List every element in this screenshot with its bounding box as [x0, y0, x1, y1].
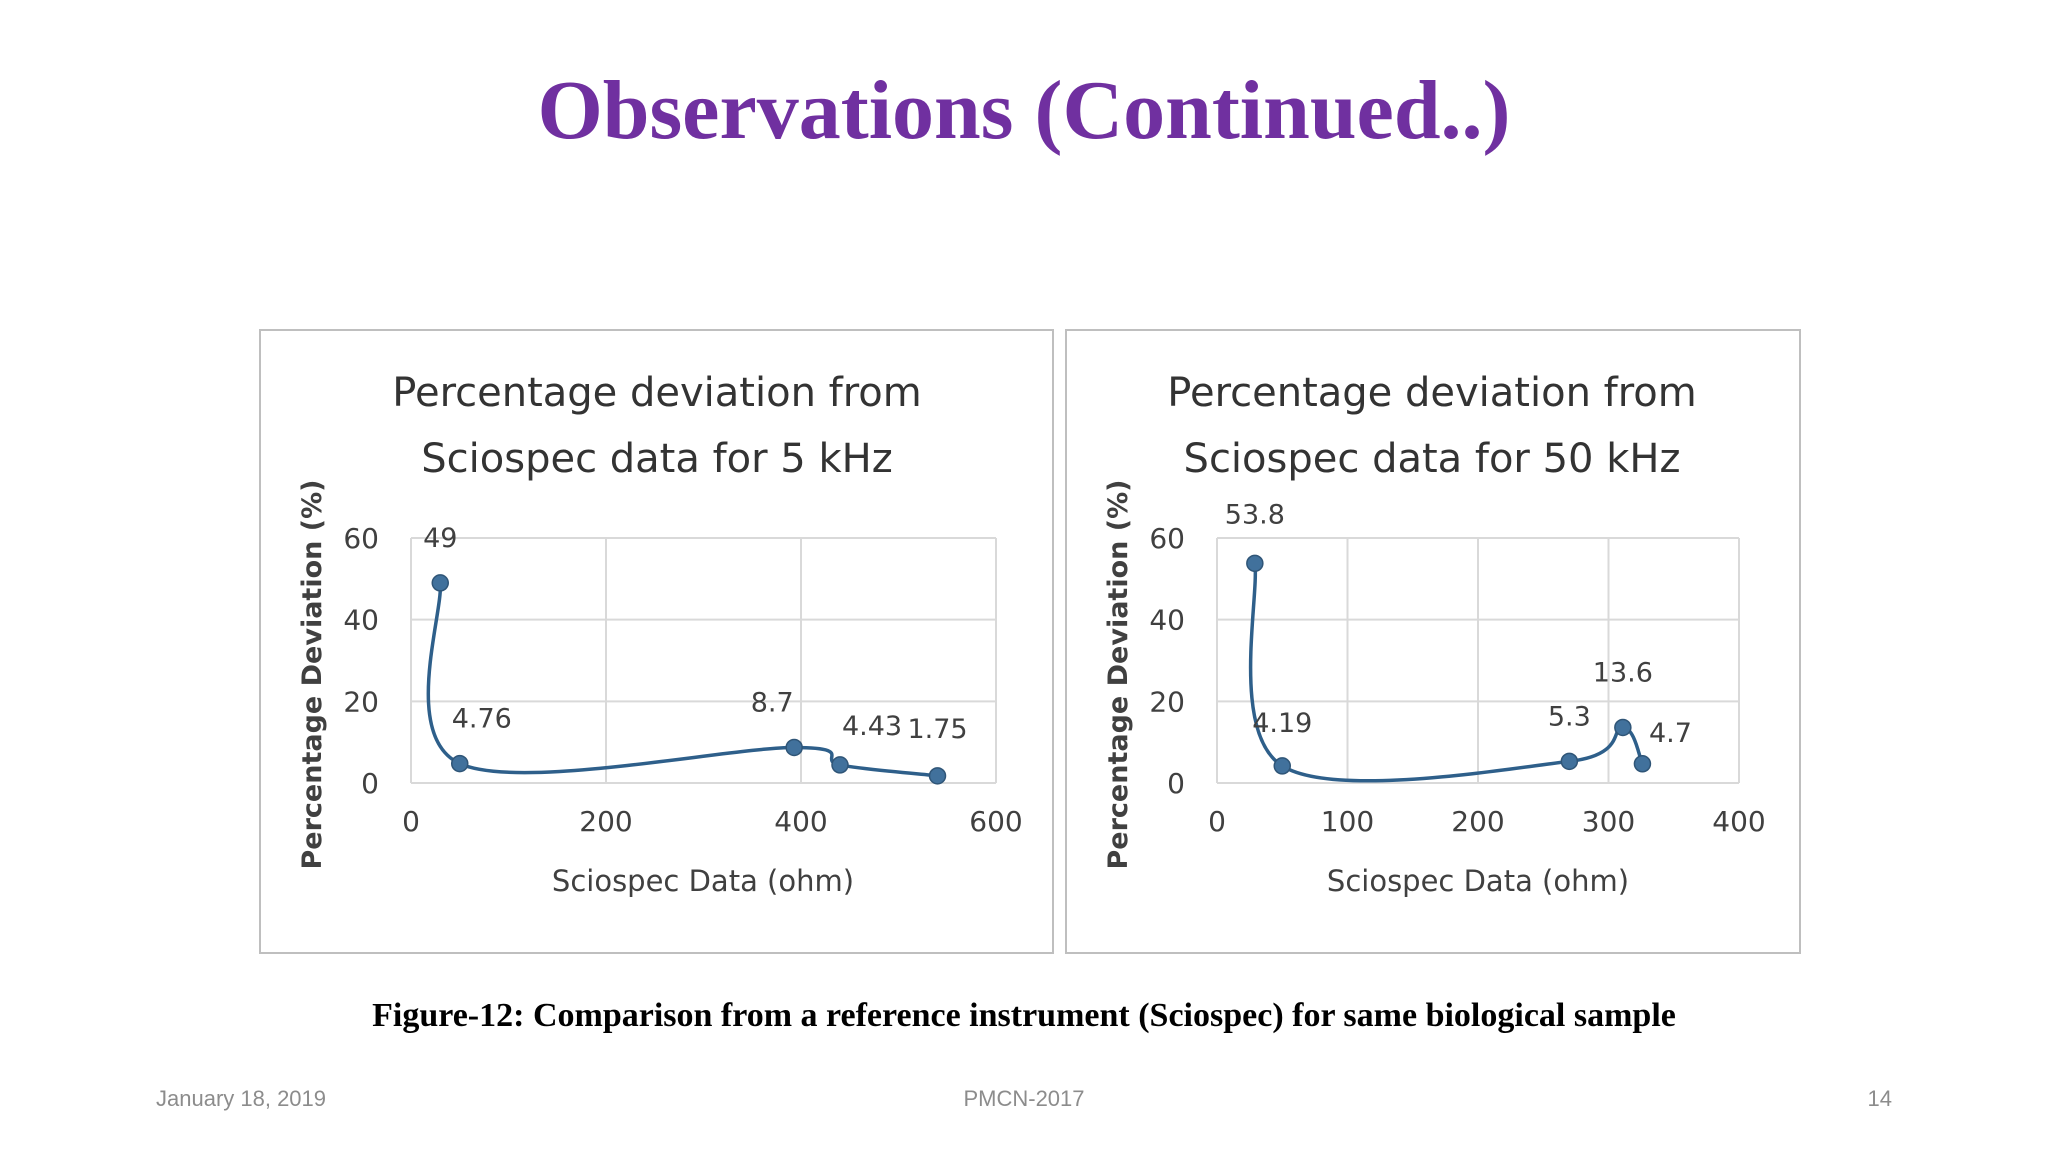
series-line — [426, 582, 938, 778]
y-axis-label: Percentage Deviation (%) — [297, 480, 328, 870]
footer-page-number: 14 — [1867, 1086, 1892, 1111]
data-point — [451, 754, 469, 773]
y-tick-label: 0 — [361, 767, 379, 800]
x-tick-label: 100 — [1321, 805, 1374, 838]
chart-panel-50khz: Percentage deviation from Sciospec data f… — [1065, 329, 1801, 954]
x-tick-label: 200 — [1451, 805, 1504, 838]
data-label: 4.7 — [1649, 718, 1692, 749]
y-tick-label: 20 — [343, 685, 379, 718]
slide-title: Observations (Continued..) — [537, 64, 1511, 157]
data-point — [831, 756, 849, 774]
x-tick-label: 400 — [1712, 805, 1765, 838]
data-label: 4.43 — [842, 711, 902, 742]
x-tick-label: 0 — [1208, 805, 1226, 838]
chart-title-line: Sciospec data for 5 kHz — [421, 436, 892, 482]
data-label: 49 — [423, 523, 457, 554]
data-label: 53.8 — [1225, 499, 1285, 530]
data-point — [1633, 755, 1652, 773]
chart-title-line: Percentage deviation from — [1167, 370, 1696, 416]
chart-50khz: Percentage deviation from Sciospec data f… — [1103, 370, 1766, 898]
x-tick-label: 300 — [1582, 805, 1635, 838]
figure-caption: Figure-12: Comparison from a reference i… — [372, 997, 1676, 1034]
y-tick-label: 60 — [343, 522, 379, 555]
chart-5khz: Percentage deviation from Sciospec data f… — [297, 370, 1023, 898]
data-point — [1560, 752, 1579, 771]
y-tick-label: 60 — [1149, 522, 1185, 555]
x-axis-label: Sciospec Data (ohm) — [1327, 864, 1629, 898]
data-point — [1246, 554, 1264, 573]
data-label: 8.7 — [751, 687, 794, 718]
data-point — [1273, 757, 1291, 775]
chart-title-line: Percentage deviation from — [392, 370, 921, 416]
data-point — [928, 767, 947, 785]
x-tick-label: 600 — [969, 805, 1022, 838]
data-point — [431, 574, 449, 592]
chart-title-line: Sciospec data for 50 kHz — [1184, 436, 1681, 482]
series-line — [1248, 563, 1645, 783]
data-point — [1614, 718, 1632, 737]
y-tick-label: 20 — [1149, 685, 1185, 718]
y-tick-label: 0 — [1167, 767, 1185, 800]
data-label: 1.75 — [907, 714, 967, 745]
data-point — [785, 738, 803, 757]
data-label: 4.76 — [452, 704, 512, 735]
y-axis-label: Percentage Deviation (%) — [1103, 480, 1134, 870]
data-label: 4.19 — [1252, 708, 1312, 739]
footer-date: January 18, 2019 — [156, 1086, 327, 1111]
data-label: 13.6 — [1593, 657, 1653, 688]
x-axis-label: Sciospec Data (ohm) — [552, 864, 854, 898]
chart-panel-5khz: Percentage deviation from Sciospec data f… — [259, 329, 1054, 954]
x-tick-label: 0 — [402, 805, 420, 838]
x-tick-label: 200 — [579, 805, 632, 838]
footer-event: PMCN-2017 — [963, 1086, 1085, 1111]
y-tick-label: 40 — [343, 604, 379, 637]
x-tick-label: 400 — [774, 805, 827, 838]
data-label: 5.3 — [1548, 701, 1591, 732]
y-tick-label: 40 — [1149, 604, 1185, 637]
